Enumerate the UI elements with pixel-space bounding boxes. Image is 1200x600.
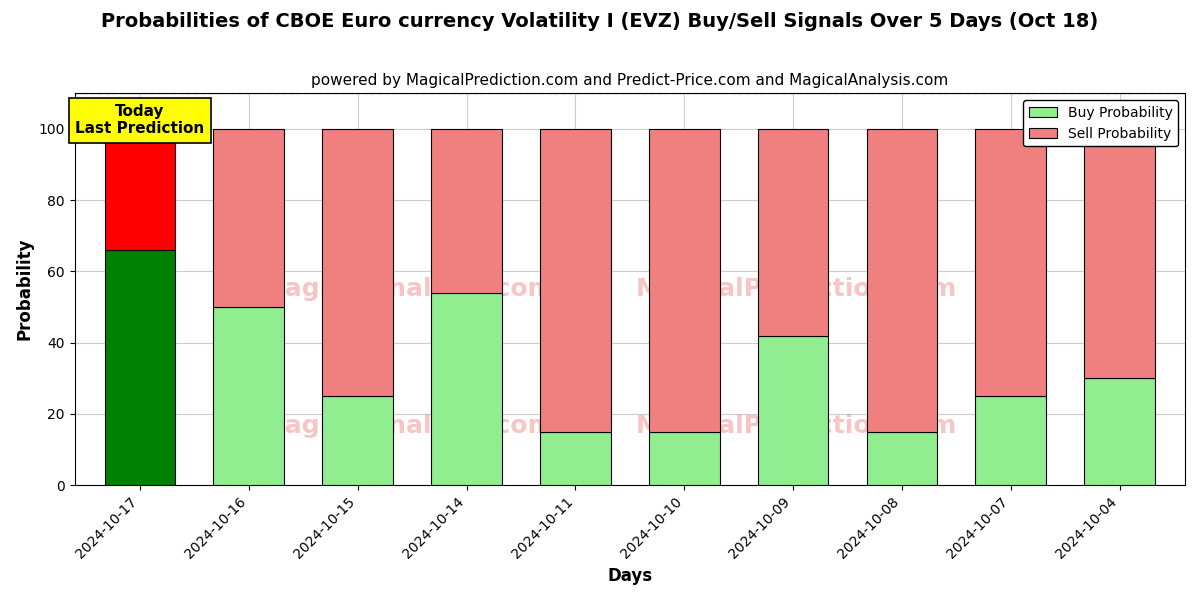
Bar — [976, 129, 1046, 396]
Bar — [540, 129, 611, 432]
Text: Probabilities of CBOE Euro currency Volatility I (EVZ) Buy/Sell Signals Over 5 D: Probabilities of CBOE Euro currency Vola… — [101, 12, 1099, 31]
Title: powered by MagicalPrediction.com and Predict-Price.com and MagicalAnalysis.com: powered by MagicalPrediction.com and Pre… — [311, 73, 948, 88]
Bar — [431, 129, 502, 293]
Bar — [757, 129, 828, 335]
Text: MagicalAnalysis.com: MagicalAnalysis.com — [260, 415, 554, 439]
Text: Today
Last Prediction: Today Last Prediction — [76, 104, 204, 136]
Legend: Buy Probability, Sell Probability: Buy Probability, Sell Probability — [1024, 100, 1178, 146]
Bar — [757, 335, 828, 485]
Text: MagicalPrediction.com: MagicalPrediction.com — [636, 415, 958, 439]
Bar — [104, 129, 175, 250]
Bar — [104, 250, 175, 485]
Bar — [866, 432, 937, 485]
Bar — [649, 432, 720, 485]
X-axis label: Days: Days — [607, 567, 653, 585]
Y-axis label: Probability: Probability — [16, 238, 34, 340]
Bar — [214, 129, 284, 307]
Text: MagicalPrediction.com: MagicalPrediction.com — [636, 277, 958, 301]
Bar — [866, 129, 937, 432]
Bar — [1085, 379, 1156, 485]
Bar — [540, 432, 611, 485]
Bar — [431, 293, 502, 485]
Bar — [649, 129, 720, 432]
Bar — [1085, 129, 1156, 379]
Text: MagicalAnalysis.com: MagicalAnalysis.com — [260, 277, 554, 301]
Bar — [214, 307, 284, 485]
Bar — [323, 396, 394, 485]
Bar — [976, 396, 1046, 485]
Bar — [323, 129, 394, 396]
